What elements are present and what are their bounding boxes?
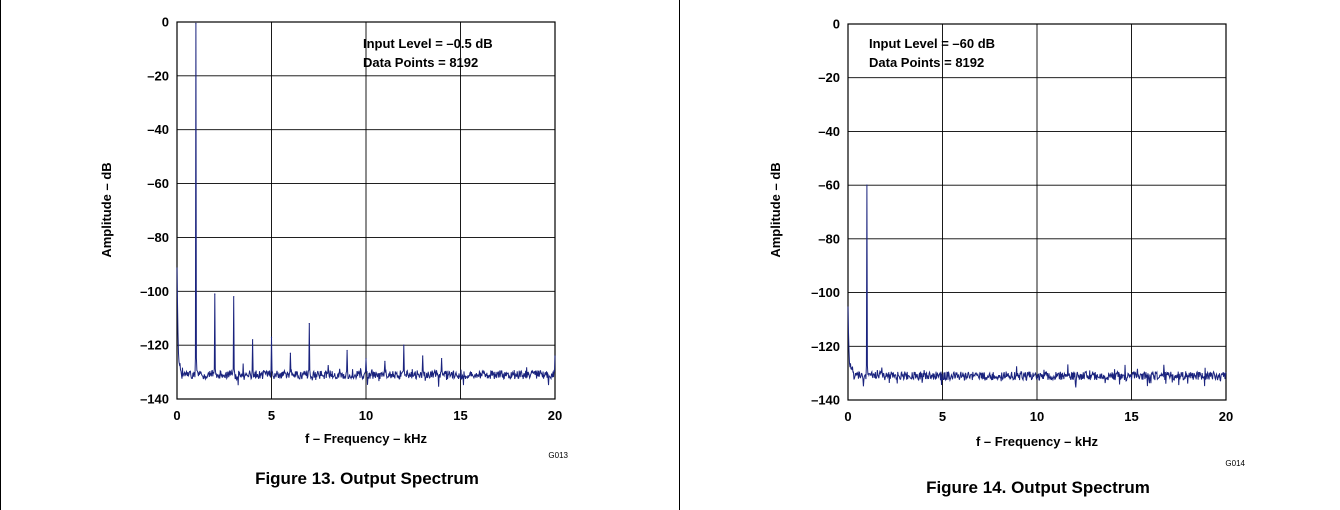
spectral-peak — [384, 360, 386, 362]
spectrum-trace — [847, 185, 1227, 388]
spectral-peak — [441, 358, 443, 360]
y-tick-label: –140 — [811, 393, 840, 408]
x-tick-label: 0 — [173, 408, 180, 423]
plot-area — [847, 23, 1227, 401]
plot-frame — [176, 21, 556, 400]
plot-frame — [847, 23, 1227, 401]
y-tick-label: –140 — [140, 392, 169, 407]
y-axis-title: Amplitude – dB — [768, 162, 783, 257]
y-tick-label: –60 — [147, 176, 169, 191]
spectral-peak — [346, 349, 348, 352]
x-axis-title: f – Frequency – kHz — [305, 431, 428, 446]
figure-caption: Figure 14. Output Spectrum — [926, 478, 1150, 497]
x-tick-label: 15 — [1124, 409, 1138, 424]
x-tick-label: 20 — [548, 408, 562, 423]
y-tick-label: –60 — [818, 178, 840, 193]
plot-area — [176, 21, 556, 400]
y-tick-label: 0 — [833, 17, 840, 32]
y-tick-label: –20 — [147, 68, 169, 83]
spectral-peak — [308, 323, 310, 325]
figure-caption: Figure 13. Output Spectrum — [255, 469, 479, 488]
y-axis-title: Amplitude – dB — [99, 162, 114, 257]
x-tick-label: 15 — [453, 408, 467, 423]
annotation-input-level: Input Level = –60 dB — [869, 36, 995, 51]
x-tick-label: 10 — [1030, 409, 1044, 424]
annotation-data-points: Data Points = 8192 — [363, 55, 478, 70]
y-tick-label: –40 — [818, 124, 840, 139]
y-tick-label: –100 — [140, 284, 169, 299]
chart-panel-figure-13: Input Level = –0.5 dB Data Points = 8192… — [0, 0, 680, 510]
spectral-peak — [554, 355, 556, 357]
y-tick-label: –120 — [811, 339, 840, 354]
spectral-peak — [365, 358, 367, 360]
x-axis-title: f – Frequency – kHz — [976, 434, 1099, 449]
chart-panel-figure-14: Input Level = –60 dB Data Points = 8192 … — [680, 0, 1340, 510]
figure-code: G013 — [548, 451, 568, 460]
annotation-data-points: Data Points = 8192 — [869, 55, 984, 70]
x-tick-label: 0 — [844, 409, 851, 424]
y-tick-label: 0 — [162, 15, 169, 30]
y-tick-label: –100 — [811, 285, 840, 300]
spectral-peak — [422, 355, 424, 357]
spectral-peak — [233, 296, 235, 298]
y-tick-label: –80 — [147, 230, 169, 245]
y-tick-label: –20 — [818, 70, 840, 85]
spectral-peak — [289, 352, 291, 354]
y-tick-label: –80 — [818, 231, 840, 246]
y-tick-label: –120 — [140, 338, 169, 353]
spectral-peak — [866, 184, 868, 186]
spectral-peak — [195, 22, 197, 24]
figure-code: G014 — [1225, 459, 1245, 468]
spectrum-chart-right: Input Level = –60 dB Data Points = 8192 … — [768, 17, 1246, 498]
x-tick-label: 5 — [268, 408, 275, 423]
spectral-peak — [252, 339, 254, 341]
spectrum-chart-left: Input Level = –0.5 dB Data Points = 8192… — [99, 15, 569, 489]
spectral-peak — [403, 344, 405, 346]
annotation-input-level: Input Level = –0.5 dB — [363, 36, 493, 51]
x-tick-label: 20 — [1219, 409, 1233, 424]
spectral-peak — [270, 336, 273, 338]
x-tick-label: 5 — [939, 409, 946, 424]
spectral-peak — [214, 293, 216, 295]
y-tick-label: –40 — [147, 122, 169, 137]
x-tick-label: 10 — [359, 408, 373, 423]
